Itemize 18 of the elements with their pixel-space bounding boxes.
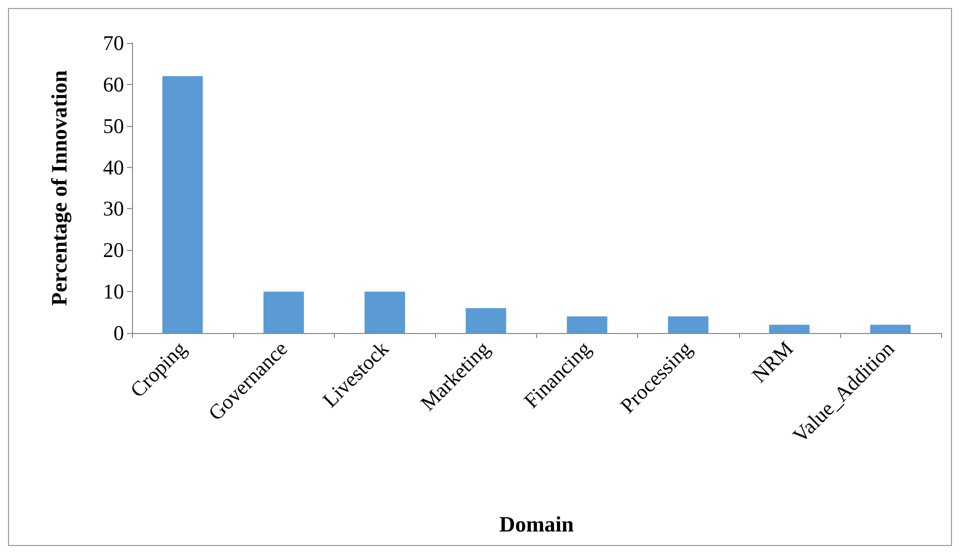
y-tick-label: 10: [103, 280, 124, 304]
bar: [870, 324, 911, 333]
bar: [566, 316, 608, 333]
bar: [668, 316, 708, 333]
y-tick-label: 20: [103, 238, 124, 262]
bar: [162, 76, 203, 333]
y-tick-label: 40: [103, 155, 124, 180]
bar: [364, 292, 406, 333]
y-tick-label: 30: [103, 196, 124, 221]
y-tick-label: 50: [103, 114, 124, 138]
y-tick-label: 60: [103, 72, 124, 96]
y-tick-label: 0: [114, 321, 124, 345]
y-axis-title: Percentage of Innovation: [46, 70, 72, 306]
y-tick-label: 70: [103, 31, 124, 55]
bar: [769, 324, 810, 333]
bar: [466, 308, 506, 333]
x-axis-title: Domain: [499, 512, 574, 536]
bar: [263, 292, 304, 333]
